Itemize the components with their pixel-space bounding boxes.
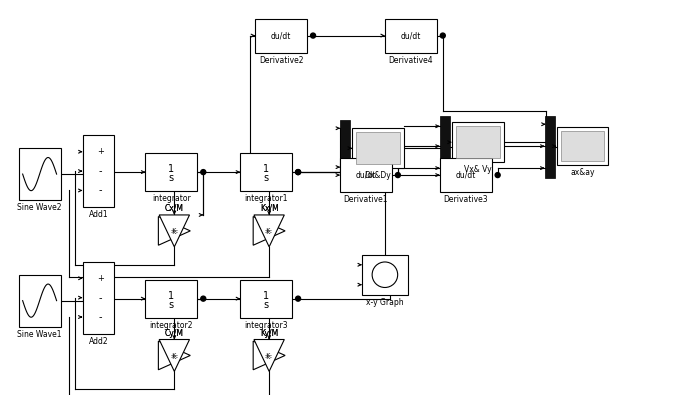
- Polygon shape: [254, 215, 284, 247]
- Polygon shape: [253, 341, 285, 370]
- Text: Cx/M: Cx/M: [165, 204, 184, 213]
- Text: Vx& Vy: Vx& Vy: [464, 165, 491, 174]
- Text: -K-: -K-: [265, 353, 273, 358]
- Text: -K-: -K-: [265, 228, 273, 233]
- Text: s: s: [263, 300, 269, 310]
- Text: s: s: [263, 173, 269, 183]
- Text: Derivative1: Derivative1: [344, 195, 388, 204]
- Text: s: s: [169, 173, 174, 183]
- Text: x-y Graph: x-y Graph: [366, 298, 404, 307]
- Text: -: -: [99, 312, 102, 322]
- Text: -: -: [99, 293, 102, 303]
- Circle shape: [200, 296, 206, 301]
- Circle shape: [440, 33, 446, 38]
- Circle shape: [396, 173, 400, 177]
- Text: s: s: [169, 300, 174, 310]
- Bar: [19, 148, 61, 200]
- Bar: [255, 19, 307, 53]
- Text: 1: 1: [168, 291, 174, 301]
- Bar: [362, 255, 408, 295]
- Bar: [440, 116, 450, 178]
- Text: du/dt: du/dt: [356, 171, 376, 179]
- Bar: [557, 127, 608, 165]
- Text: Cy/M: Cy/M: [165, 329, 184, 337]
- Text: -K-: -K-: [265, 230, 273, 235]
- Bar: [145, 280, 197, 318]
- Bar: [440, 158, 491, 192]
- Text: 1: 1: [263, 291, 269, 301]
- Text: integrator3: integrator3: [244, 321, 288, 329]
- Bar: [385, 19, 437, 53]
- Text: Cx/M: Cx/M: [165, 204, 184, 213]
- Bar: [240, 280, 292, 318]
- Polygon shape: [159, 215, 190, 247]
- Bar: [240, 153, 292, 191]
- Bar: [82, 135, 115, 207]
- Circle shape: [372, 262, 398, 287]
- Bar: [145, 153, 197, 191]
- Circle shape: [200, 169, 206, 175]
- Text: ax&ay: ax&ay: [570, 168, 595, 177]
- Bar: [352, 128, 404, 168]
- Text: -K-: -K-: [170, 228, 178, 233]
- Bar: [545, 116, 555, 178]
- Text: 1: 1: [263, 164, 269, 174]
- Text: -K-: -K-: [170, 353, 178, 358]
- Text: Ky/M: Ky/M: [260, 329, 278, 337]
- Text: du/dt: du/dt: [401, 31, 421, 40]
- Polygon shape: [253, 217, 285, 245]
- Text: du/dt: du/dt: [271, 31, 292, 40]
- Text: -: -: [99, 185, 102, 196]
- Text: du/dt: du/dt: [456, 171, 476, 179]
- Bar: [560, 131, 604, 161]
- Text: -: -: [99, 166, 102, 176]
- Bar: [19, 275, 61, 327]
- Text: Kx/M: Kx/M: [260, 204, 279, 213]
- Text: integrator2: integrator2: [150, 321, 193, 329]
- Polygon shape: [159, 339, 190, 371]
- Bar: [356, 132, 400, 164]
- Text: Sine Wave2: Sine Wave2: [18, 203, 62, 212]
- Text: +: +: [97, 147, 104, 156]
- Bar: [82, 262, 115, 333]
- Polygon shape: [254, 339, 284, 371]
- Circle shape: [310, 33, 315, 38]
- Bar: [452, 122, 504, 162]
- Text: Ky/M: Ky/M: [260, 329, 278, 337]
- Polygon shape: [159, 217, 190, 245]
- Text: +: +: [97, 274, 104, 283]
- Text: 1: 1: [168, 164, 174, 174]
- Circle shape: [296, 296, 300, 301]
- Text: Cy/M: Cy/M: [165, 329, 184, 337]
- Text: Derivative4: Derivative4: [389, 55, 433, 65]
- Text: -K-: -K-: [170, 230, 178, 235]
- Text: Dx&Dy: Dx&Dy: [364, 171, 391, 180]
- Polygon shape: [159, 341, 190, 370]
- Circle shape: [296, 169, 300, 175]
- Circle shape: [495, 173, 500, 177]
- Text: Kx/M: Kx/M: [260, 204, 279, 213]
- Text: Derivative3: Derivative3: [443, 195, 488, 204]
- Text: Add2: Add2: [88, 337, 108, 346]
- Text: Add1: Add1: [88, 210, 108, 219]
- Text: -K-: -K-: [265, 355, 273, 360]
- Text: integrator1: integrator1: [244, 194, 288, 203]
- Text: Sine Wave1: Sine Wave1: [18, 329, 62, 339]
- Bar: [456, 126, 500, 158]
- Text: -K-: -K-: [170, 355, 178, 360]
- Text: integrator: integrator: [152, 194, 191, 203]
- Bar: [340, 158, 392, 192]
- Text: Derivative2: Derivative2: [259, 55, 303, 65]
- Bar: [340, 120, 350, 175]
- Circle shape: [296, 169, 300, 175]
